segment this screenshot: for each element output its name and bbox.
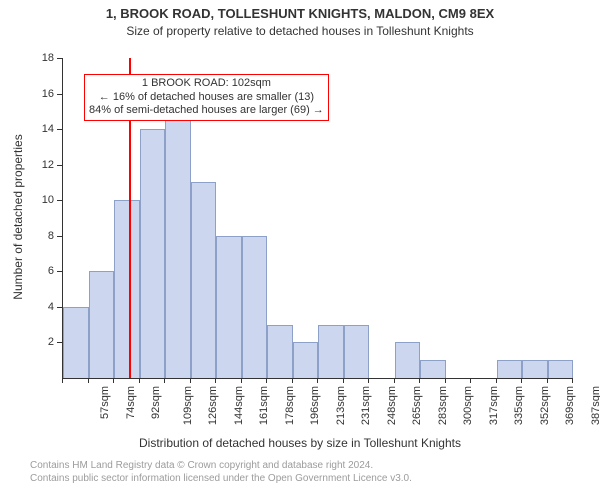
- y-tick-mark: [57, 165, 62, 166]
- y-tick-mark: [57, 236, 62, 237]
- histogram-bar: [140, 129, 166, 378]
- histogram-bar: [497, 360, 523, 378]
- histogram-bar: [522, 360, 548, 378]
- histogram-bar: [267, 325, 293, 378]
- histogram-bar: [165, 111, 191, 378]
- x-tick-label: 74sqm: [125, 386, 137, 419]
- histogram-bar: [89, 271, 115, 378]
- y-tick-mark: [57, 94, 62, 95]
- x-tick-label: 248sqm: [386, 386, 398, 425]
- y-tick-label: 18: [32, 52, 54, 64]
- footnote: Contains HM Land Registry data © Crown c…: [0, 460, 600, 485]
- x-tick-label: 352sqm: [539, 386, 551, 425]
- annotation-line2: ← 16% of detached houses are smaller (13…: [89, 91, 324, 105]
- x-tick-label: 196sqm: [309, 386, 321, 425]
- y-tick-label: 2: [32, 336, 54, 348]
- y-tick-mark: [57, 58, 62, 59]
- x-tick-mark: [139, 378, 140, 383]
- x-tick-mark: [445, 378, 446, 383]
- x-tick-mark: [88, 378, 89, 383]
- footnote-line2: Contains public sector information licen…: [30, 473, 600, 486]
- x-tick-label: 265sqm: [411, 386, 423, 425]
- x-tick-label: 57sqm: [99, 386, 111, 419]
- x-tick-mark: [470, 378, 471, 383]
- x-tick-mark: [292, 378, 293, 383]
- histogram-bar: [395, 342, 421, 378]
- x-tick-mark: [547, 378, 548, 383]
- x-tick-label: 300sqm: [462, 386, 474, 425]
- chart-title-line1: 1, BROOK ROAD, TOLLESHUNT KNIGHTS, MALDO…: [0, 6, 600, 21]
- x-tick-label: 231sqm: [360, 386, 372, 425]
- y-tick-label: 6: [32, 265, 54, 277]
- footnote-line1: Contains HM Land Registry data © Crown c…: [30, 460, 600, 473]
- x-tick-mark: [521, 378, 522, 383]
- chart-title-line2: Size of property relative to detached ho…: [0, 24, 600, 38]
- x-tick-label: 178sqm: [284, 386, 296, 425]
- y-tick-mark: [57, 200, 62, 201]
- y-tick-label: 16: [32, 88, 54, 100]
- histogram-bar: [318, 325, 344, 378]
- histogram-bar: [114, 200, 140, 378]
- histogram-bar: [548, 360, 574, 378]
- chart-container: { "title_line1": "1, BROOK ROAD, TOLLESH…: [0, 0, 600, 500]
- x-tick-mark: [190, 378, 191, 383]
- annotation-box: 1 BROOK ROAD: 102sqm ← 16% of detached h…: [84, 74, 329, 121]
- y-tick-mark: [57, 307, 62, 308]
- y-tick-label: 10: [32, 194, 54, 206]
- annotation-line1: 1 BROOK ROAD: 102sqm: [89, 77, 324, 91]
- x-tick-mark: [215, 378, 216, 383]
- x-tick-label: 369sqm: [564, 386, 576, 425]
- x-tick-mark: [419, 378, 420, 383]
- histogram-bar: [293, 342, 319, 378]
- x-tick-mark: [266, 378, 267, 383]
- x-tick-mark: [62, 378, 63, 383]
- x-tick-label: 213sqm: [335, 386, 347, 425]
- y-tick-label: 4: [32, 301, 54, 313]
- x-tick-label: 109sqm: [182, 386, 194, 425]
- x-tick-label: 144sqm: [233, 386, 245, 425]
- x-tick-label: 161sqm: [258, 386, 270, 425]
- x-tick-label: 126sqm: [207, 386, 219, 425]
- histogram-bar: [63, 307, 89, 378]
- x-tick-mark: [368, 378, 369, 383]
- annotation-line3: 84% of semi-detached houses are larger (…: [89, 104, 324, 118]
- histogram-bar: [191, 182, 217, 378]
- y-tick-label: 12: [32, 159, 54, 171]
- x-tick-label: 92sqm: [150, 386, 162, 419]
- x-tick-mark: [572, 378, 573, 383]
- x-tick-mark: [343, 378, 344, 383]
- x-tick-label: 387sqm: [590, 386, 600, 425]
- y-tick-label: 14: [32, 123, 54, 135]
- histogram-bar: [344, 325, 370, 378]
- histogram-bar: [216, 236, 242, 378]
- y-tick-mark: [57, 129, 62, 130]
- histogram-bar: [242, 236, 268, 378]
- x-axis-label: Distribution of detached houses by size …: [0, 436, 600, 450]
- y-axis-label: Number of detached properties: [11, 67, 25, 367]
- x-tick-label: 335sqm: [513, 386, 525, 425]
- histogram-bar: [420, 360, 446, 378]
- y-tick-mark: [57, 342, 62, 343]
- x-tick-mark: [317, 378, 318, 383]
- y-tick-label: 8: [32, 230, 54, 242]
- x-tick-mark: [164, 378, 165, 383]
- x-tick-mark: [496, 378, 497, 383]
- y-tick-mark: [57, 271, 62, 272]
- x-tick-label: 283sqm: [437, 386, 449, 425]
- x-tick-mark: [113, 378, 114, 383]
- x-tick-label: 317sqm: [488, 386, 500, 425]
- x-tick-mark: [241, 378, 242, 383]
- x-tick-mark: [394, 378, 395, 383]
